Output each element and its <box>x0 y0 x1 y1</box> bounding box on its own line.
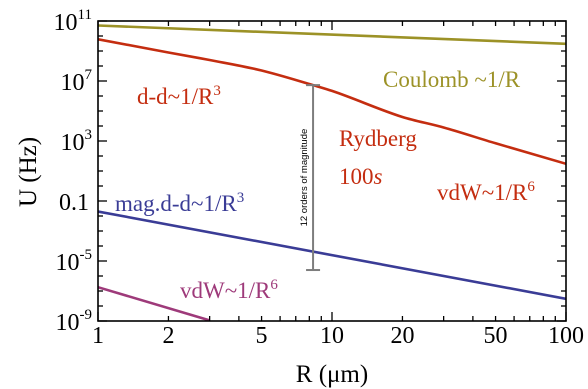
magnitude-arrow: 12 orders of magnitude <box>299 84 321 272</box>
y-tick-label-2: 103 <box>61 127 93 156</box>
x-tick-label-2: 5 <box>256 323 268 349</box>
x-tick-label-6: 100 <box>548 323 584 349</box>
arrow-label: 12 orders of magnitude <box>299 129 310 227</box>
series-line-2 <box>98 210 566 301</box>
x-axis-label: R (μm) <box>296 361 368 388</box>
dd-label: d-d~1/R3 <box>137 83 221 109</box>
y-axis-label: U (Hz) <box>15 137 42 207</box>
rydberg-label: Rydberg <box>339 126 417 151</box>
mag-dd-label: mag.d-d~1/R3 <box>115 190 244 216</box>
tick-layer <box>97 20 567 322</box>
plot-frame <box>97 20 567 322</box>
vdw-low-label: vdW~1/R6 <box>180 277 278 303</box>
x-tick-label-1: 2 <box>162 323 174 349</box>
y-tick-label-0: 1011 <box>54 7 92 36</box>
series-line-1 <box>98 38 566 166</box>
coulomb-label: Coulomb ~1/R <box>383 67 521 92</box>
series-line-3 <box>98 285 210 321</box>
y-tick-label-1: 107 <box>61 67 93 96</box>
x-tick-label-5: 50 <box>484 323 508 349</box>
x-tick-label-4: 20 <box>390 323 414 349</box>
y-tick-label-3: 0.1 <box>59 190 89 216</box>
y-tick-label-4: 10-5 <box>56 247 93 276</box>
series-line-0 <box>98 24 566 46</box>
x-tick-label-3: 10 <box>320 323 344 349</box>
series-layer <box>98 24 566 321</box>
tick-labels: 1 2 5 10 20 50 100 1011 107 103 0.1 10-5 10-9 <box>54 7 584 349</box>
x-tick-label-0: 1 <box>92 323 104 349</box>
vdw-rydberg-label: vdW~1/R6 <box>437 179 535 205</box>
annotations: Coulomb ~1/R d-d~1/R3 Rydberg 100s vdW~1/R6 m… <box>115 67 535 303</box>
state-label: 100s <box>339 164 383 189</box>
y-tick-label-5: 10-9 <box>56 307 93 336</box>
